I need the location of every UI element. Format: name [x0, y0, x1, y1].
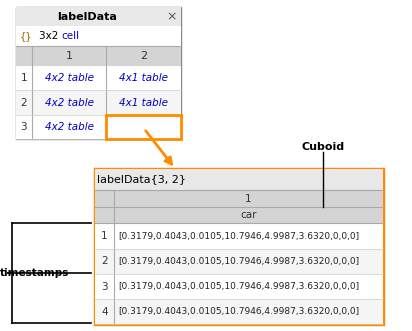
Text: 1: 1 [66, 51, 73, 61]
Text: [0.3179,0.4043,0.0105,10.7946,4.9987,3.6320,0,0,0]: [0.3179,0.4043,0.0105,10.7946,4.9987,3.6… [118, 307, 359, 316]
Bar [95, 169, 383, 324]
Text: 2: 2 [140, 51, 147, 61]
Text: 3: 3 [20, 122, 27, 132]
Bar [16, 46, 181, 66]
Bar [95, 169, 383, 190]
Text: cell: cell [61, 31, 79, 41]
Bar [106, 115, 181, 139]
Text: labelData{3, 2}: labelData{3, 2} [98, 174, 187, 185]
Bar [95, 190, 383, 207]
Text: [0.3179,0.4043,0.0105,10.7946,4.9987,3.6320,0,0,0]: [0.3179,0.4043,0.0105,10.7946,4.9987,3.6… [118, 282, 359, 291]
Text: labelData: labelData [57, 12, 117, 22]
Text: 4x2 table: 4x2 table [44, 73, 94, 83]
Text: 3x2: 3x2 [40, 31, 62, 41]
Bar [95, 299, 383, 324]
Bar [16, 115, 181, 139]
Text: 2: 2 [20, 98, 27, 108]
Text: 4x1 table: 4x1 table [119, 122, 169, 132]
Text: [0.3179,0.4043,0.0105,10.7946,4.9987,3.6320,0,0,0]: [0.3179,0.4043,0.0105,10.7946,4.9987,3.6… [118, 232, 359, 241]
Text: 4x1 table: 4x1 table [119, 98, 169, 108]
Text: 3: 3 [101, 282, 108, 292]
Bar [16, 7, 181, 26]
Text: 1: 1 [101, 231, 108, 241]
Text: {}: {} [19, 31, 32, 41]
Bar [95, 223, 383, 249]
Text: 4x2 table: 4x2 table [44, 98, 94, 108]
Text: 1: 1 [20, 73, 27, 83]
Bar [95, 249, 383, 274]
Text: 4x2 table: 4x2 table [44, 122, 94, 132]
Bar [95, 207, 383, 223]
Bar [16, 26, 181, 46]
Text: ×: × [166, 10, 177, 23]
Bar [16, 66, 181, 90]
Text: 4x1 table: 4x1 table [119, 73, 169, 83]
Text: 1: 1 [245, 194, 252, 204]
Bar [95, 274, 383, 299]
Bar [16, 90, 181, 115]
Text: 4: 4 [101, 307, 108, 317]
Text: [0.3179,0.4043,0.0105,10.7946,4.9987,3.6320,0,0,0]: [0.3179,0.4043,0.0105,10.7946,4.9987,3.6… [118, 257, 359, 266]
Text: Cuboid: Cuboid [302, 142, 345, 152]
Bar [16, 7, 181, 139]
Text: timestamps: timestamps [0, 268, 69, 278]
Text: car: car [240, 210, 257, 220]
Text: 2: 2 [101, 256, 108, 266]
